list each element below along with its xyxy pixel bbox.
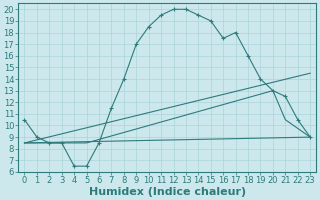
X-axis label: Humidex (Indice chaleur): Humidex (Indice chaleur)	[89, 187, 246, 197]
